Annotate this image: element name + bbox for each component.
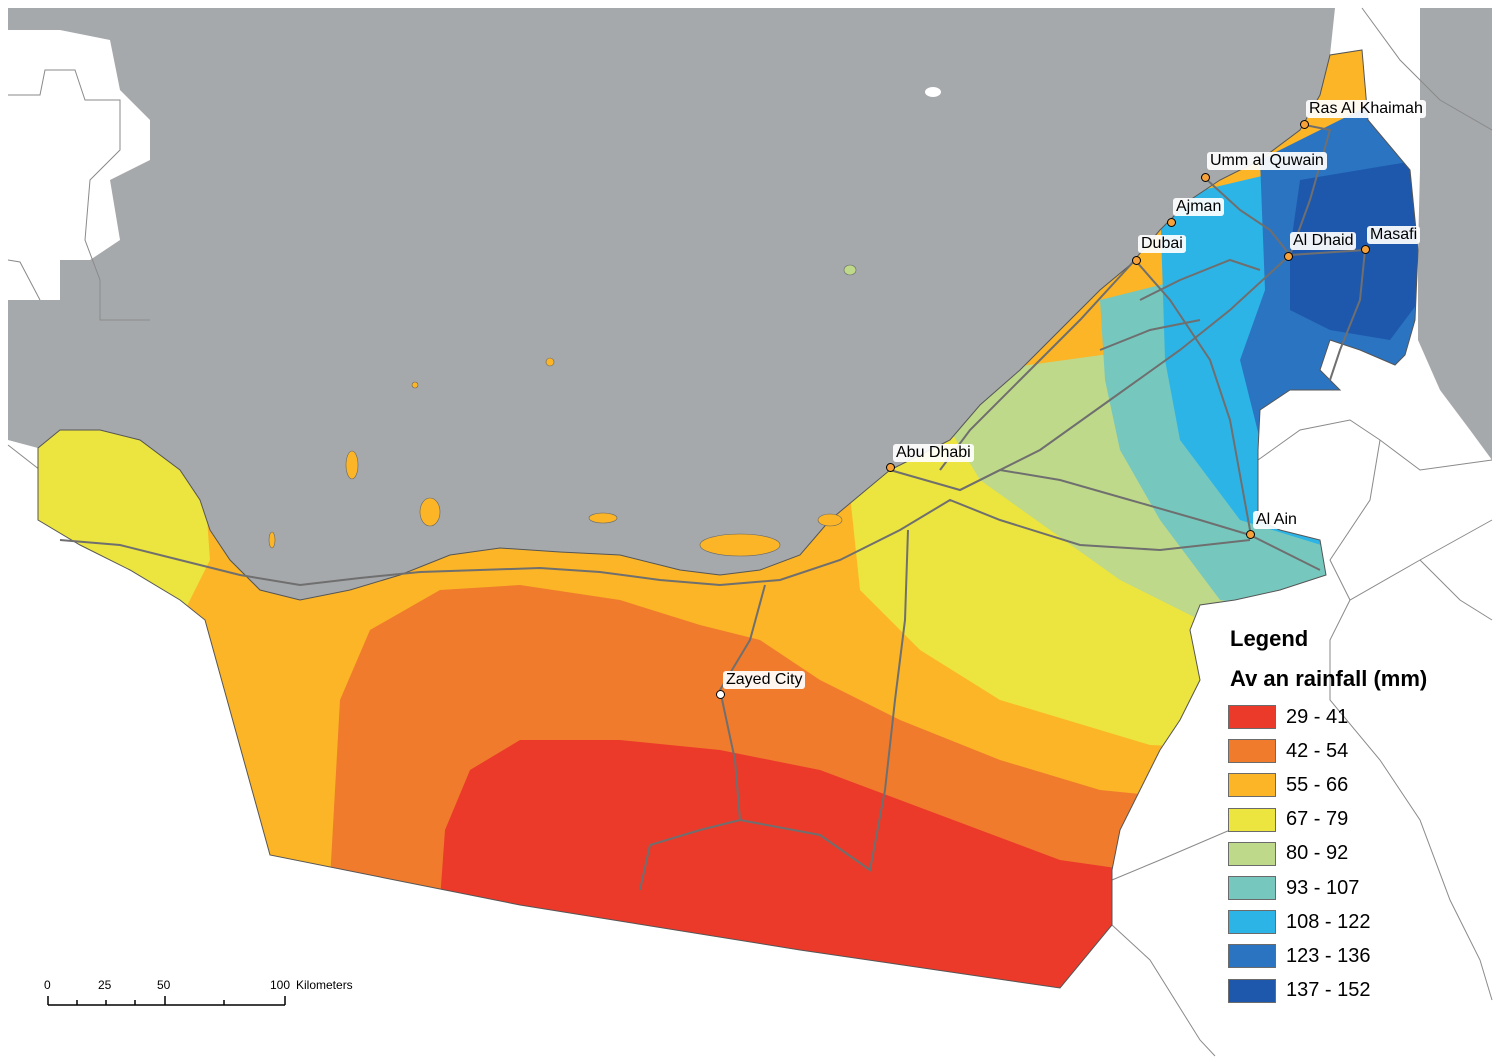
- uae-outline: [37, 49, 1419, 989]
- small-island: [925, 87, 941, 97]
- city-marker[interactable]: [1166, 217, 1176, 227]
- legend-swatch: [1228, 807, 1276, 832]
- legend-swatch: [1228, 978, 1276, 1003]
- gulf-of-oman-sea: [1418, 8, 1492, 460]
- legend-classes: 29 - 41 42 - 54 55 - 66 67 - 79 80 - 92 93 - …: [1228, 700, 1478, 1008]
- city-label: Zayed City: [723, 671, 806, 689]
- legend-label: 137 - 152: [1286, 979, 1371, 1002]
- city-label: Ras Al Khaimah: [1306, 100, 1426, 118]
- city-label: Ajman: [1173, 198, 1225, 216]
- road-network: [59, 124, 1366, 891]
- legend-label: 55 - 66: [1286, 773, 1349, 796]
- city-marker[interactable]: [1299, 119, 1309, 129]
- legend-subtitle: Av an rainfall (mm): [1230, 666, 1428, 691]
- city-label: Masafi: [1367, 226, 1421, 244]
- city-marker[interactable]: [1283, 251, 1293, 261]
- legend-swatch: [1228, 841, 1276, 866]
- legend-row: 29 - 41: [1228, 700, 1478, 734]
- legend-row: 80 - 92: [1228, 837, 1478, 871]
- city-label: Umm al Quwain: [1207, 152, 1327, 170]
- legend-label: 108 - 122: [1286, 910, 1371, 933]
- legend-row: 93 - 107: [1228, 871, 1478, 905]
- scale-bar: 0 25 50 100 Kilometers: [40, 976, 380, 1016]
- city-marker[interactable]: [1245, 529, 1255, 539]
- city-label: Al Ain: [1253, 511, 1300, 529]
- city-marker[interactable]: [1360, 244, 1370, 254]
- legend-swatch: [1228, 739, 1276, 764]
- legend-label: 80 - 92: [1286, 842, 1349, 865]
- sea-area: [8, 8, 1335, 600]
- city-label: Abu Dhabi: [893, 444, 974, 462]
- scale-unit: Kilometers: [296, 978, 353, 992]
- city-marker[interactable]: [1200, 172, 1210, 182]
- scale-tick-100: 100: [270, 978, 291, 992]
- legend-swatch: [1228, 773, 1276, 798]
- city-marker[interactable]: [885, 462, 895, 472]
- islands: [268, 264, 857, 557]
- legend-swatch: [1228, 705, 1276, 730]
- legend-title: Legend: [1230, 626, 1309, 651]
- city-label: Al Dhaid: [1290, 232, 1357, 250]
- scale-tick-50: 50: [157, 978, 171, 992]
- scale-tick-0: 0: [44, 978, 51, 992]
- map-legend: Legend Av an rainfall (mm) 29 - 41 42 - 5…: [1228, 626, 1478, 1008]
- legend-row: 137 - 152: [1228, 974, 1478, 1008]
- legend-label: 29 - 41: [1286, 705, 1349, 728]
- legend-label: 42 - 54: [1286, 739, 1349, 762]
- legend-row: 55 - 66: [1228, 768, 1478, 802]
- legend-swatch: [1228, 910, 1276, 935]
- legend-row: 123 - 136: [1228, 939, 1478, 973]
- legend-swatch: [1228, 876, 1276, 901]
- neighbour-borders: [7, 7, 1493, 1057]
- legend-label: 93 - 107: [1286, 876, 1360, 899]
- city-marker[interactable]: [1131, 255, 1141, 265]
- scale-bar-graphic: [47, 996, 286, 1006]
- legend-row: 108 - 122: [1228, 905, 1478, 939]
- city-label: Dubai: [1138, 235, 1186, 253]
- legend-row: 67 - 79: [1228, 803, 1478, 837]
- scale-tick-25: 25: [98, 978, 112, 992]
- legend-label: 123 - 136: [1286, 944, 1371, 967]
- city-marker[interactable]: [715, 689, 725, 699]
- legend-row: 42 - 54: [1228, 734, 1478, 768]
- legend-swatch: [1228, 944, 1276, 969]
- legend-label: 67 - 79: [1286, 808, 1349, 831]
